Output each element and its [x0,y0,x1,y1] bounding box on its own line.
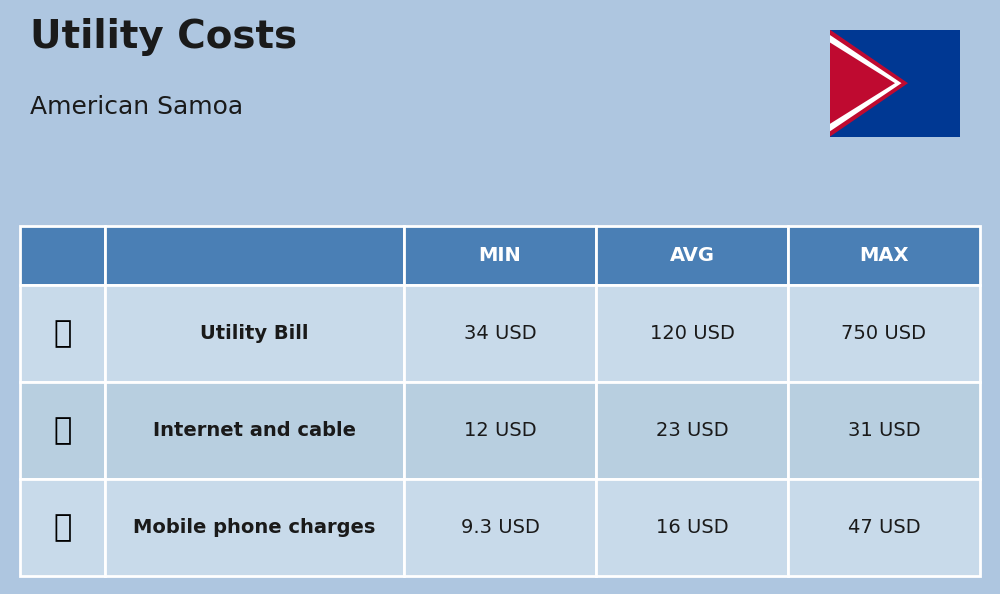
Text: AVG: AVG [670,246,714,265]
Text: 47 USD: 47 USD [848,518,920,537]
FancyBboxPatch shape [20,479,105,576]
Text: 9.3 USD: 9.3 USD [461,518,539,537]
FancyBboxPatch shape [404,382,596,479]
FancyBboxPatch shape [788,285,980,382]
FancyBboxPatch shape [105,285,404,382]
FancyBboxPatch shape [830,30,960,137]
Text: 📶: 📶 [54,416,72,445]
FancyBboxPatch shape [596,226,788,285]
Text: 34 USD: 34 USD [464,324,536,343]
Text: Utility Costs: Utility Costs [30,18,297,56]
Text: 🔌: 🔌 [54,319,72,348]
Text: MAX: MAX [859,246,909,265]
FancyBboxPatch shape [20,382,105,479]
FancyBboxPatch shape [788,382,980,479]
FancyBboxPatch shape [596,479,788,576]
FancyBboxPatch shape [788,479,980,576]
Polygon shape [830,30,908,137]
Text: 12 USD: 12 USD [464,421,536,440]
Text: MIN: MIN [479,246,521,265]
FancyBboxPatch shape [404,479,596,576]
Text: 31 USD: 31 USD [848,421,920,440]
Text: Mobile phone charges: Mobile phone charges [133,518,376,537]
FancyBboxPatch shape [105,382,404,479]
Text: 📱: 📱 [54,513,72,542]
Polygon shape [830,35,902,131]
FancyBboxPatch shape [596,285,788,382]
FancyBboxPatch shape [404,285,596,382]
FancyBboxPatch shape [105,226,404,285]
Text: 23 USD: 23 USD [656,421,728,440]
Text: 120 USD: 120 USD [650,324,734,343]
FancyBboxPatch shape [105,479,404,576]
FancyBboxPatch shape [788,226,980,285]
Text: Internet and cable: Internet and cable [153,421,356,440]
Text: 750 USD: 750 USD [841,324,926,343]
Text: American Samoa: American Samoa [30,95,243,119]
FancyBboxPatch shape [404,226,596,285]
Polygon shape [830,43,895,124]
FancyBboxPatch shape [20,226,105,285]
FancyBboxPatch shape [20,285,105,382]
Text: 16 USD: 16 USD [656,518,728,537]
FancyBboxPatch shape [596,382,788,479]
Text: Utility Bill: Utility Bill [200,324,309,343]
